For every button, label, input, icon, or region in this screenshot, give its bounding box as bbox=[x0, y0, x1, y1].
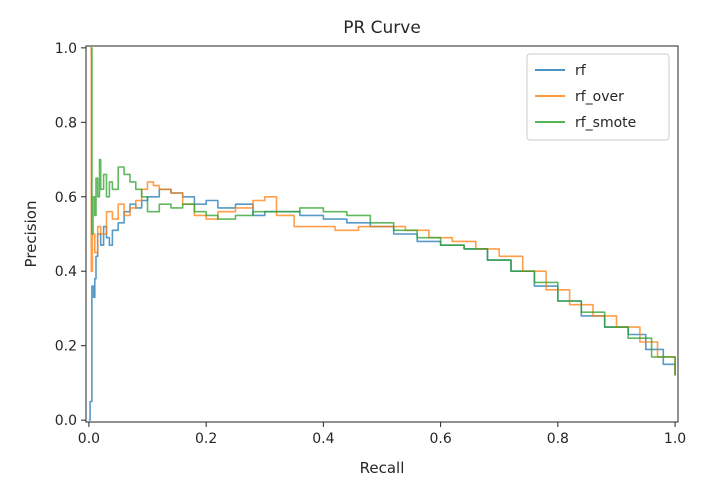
y-tick-label: 0.2 bbox=[55, 339, 77, 355]
chart-title: PR Curve bbox=[343, 18, 421, 38]
series-line-rf-smote bbox=[91, 47, 676, 376]
series-layer bbox=[88, 47, 676, 421]
plot-area: 0.0 0.2 0.4 0.6 0.8 1.0 0.0 0.2 0.4 0.6 0.8 1.0 bbox=[55, 41, 686, 447]
legend-box bbox=[526, 53, 670, 141]
y-axis-label: Precision bbox=[22, 201, 40, 268]
x-tick-label: 0.6 bbox=[429, 431, 451, 447]
x-tick-label: 0.2 bbox=[195, 431, 217, 447]
legend-label-rf-smote: rf_smote bbox=[575, 115, 636, 131]
legend-label-rf-over: rf_over bbox=[575, 89, 624, 105]
x-tick-label: 0.0 bbox=[78, 431, 100, 447]
y-tick-label: 0.4 bbox=[55, 264, 77, 280]
y-tick-label: 0.6 bbox=[55, 190, 77, 206]
legend-label-rf: rf bbox=[575, 63, 587, 79]
y-tick-label: 1.0 bbox=[55, 41, 77, 57]
legend: rf rf_over rf_smote bbox=[526, 53, 670, 141]
x-tick-label: 1.0 bbox=[664, 431, 686, 447]
y-tick-label: 0.0 bbox=[55, 413, 77, 429]
x-tick-label: 0.4 bbox=[312, 431, 334, 447]
x-axis-label: Recall bbox=[360, 459, 405, 477]
y-axis-ticks: 0.0 0.2 0.4 0.6 0.8 1.0 bbox=[55, 41, 86, 429]
x-axis-ticks: 0.0 0.2 0.4 0.6 0.8 1.0 bbox=[78, 422, 686, 447]
plot-frame bbox=[85, 45, 679, 423]
x-tick-label: 0.8 bbox=[547, 431, 569, 447]
y-tick-label: 0.8 bbox=[55, 115, 77, 131]
